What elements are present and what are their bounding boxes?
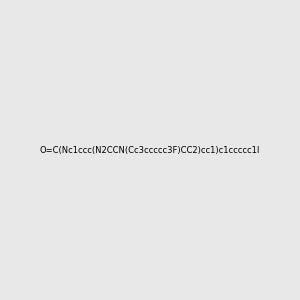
Text: O=C(Nc1ccc(N2CCN(Cc3ccccc3F)CC2)cc1)c1ccccc1I: O=C(Nc1ccc(N2CCN(Cc3ccccc3F)CC2)cc1)c1cc… — [40, 146, 260, 154]
